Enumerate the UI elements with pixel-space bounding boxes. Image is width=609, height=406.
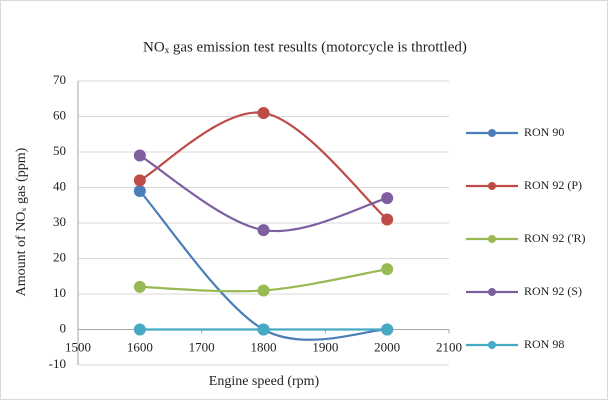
y-tick-label: 40 bbox=[53, 178, 66, 193]
data-point bbox=[381, 192, 394, 205]
x-tick-label: 1700 bbox=[189, 339, 215, 354]
data-point bbox=[381, 213, 394, 226]
data-point bbox=[257, 106, 270, 119]
legend-label: RON 92 ('R) bbox=[524, 231, 586, 245]
data-point bbox=[133, 149, 146, 162]
data-point bbox=[133, 174, 146, 187]
y-tick-label: 70 bbox=[53, 72, 66, 87]
y-tick-label: 60 bbox=[53, 107, 66, 122]
y-tick-label: 20 bbox=[53, 249, 66, 264]
x-tick-label: 1500 bbox=[65, 339, 91, 354]
data-point bbox=[381, 263, 394, 276]
chart-title: NOₓ gas emission test results (motorcycl… bbox=[143, 39, 467, 55]
legend-label: RON 92 (S) bbox=[524, 284, 583, 298]
y-tick-label: 0 bbox=[60, 320, 67, 335]
legend-label: RON 98 bbox=[524, 337, 565, 351]
x-tick-label: 2100 bbox=[436, 339, 462, 354]
x-axis-label: Engine speed (rpm) bbox=[209, 374, 320, 389]
y-axis-label: Amount of NOₓ gas (ppm) bbox=[14, 147, 29, 296]
legend-marker bbox=[488, 129, 496, 137]
data-point bbox=[257, 284, 270, 297]
data-point bbox=[381, 323, 394, 336]
data-point bbox=[257, 323, 270, 336]
x-tick-label: 1900 bbox=[312, 339, 338, 354]
legend-marker bbox=[488, 182, 496, 190]
x-tick-label: 2000 bbox=[374, 339, 400, 354]
y-tick-label: 10 bbox=[53, 285, 66, 300]
legend-label: RON 92 (P) bbox=[524, 178, 583, 192]
x-tick-label: 1800 bbox=[251, 339, 277, 354]
y-tick-label: 50 bbox=[53, 143, 66, 158]
y-tick-label: -10 bbox=[49, 356, 66, 371]
legend-marker bbox=[488, 235, 496, 243]
legend-marker bbox=[488, 288, 496, 296]
data-point bbox=[133, 323, 146, 336]
data-point bbox=[133, 185, 146, 198]
legend-marker bbox=[488, 341, 496, 349]
legend-label: RON 90 bbox=[524, 125, 565, 139]
x-tick-label: 1600 bbox=[127, 339, 153, 354]
data-point bbox=[133, 280, 146, 293]
data-point bbox=[257, 224, 270, 237]
y-tick-label: 30 bbox=[53, 214, 66, 229]
